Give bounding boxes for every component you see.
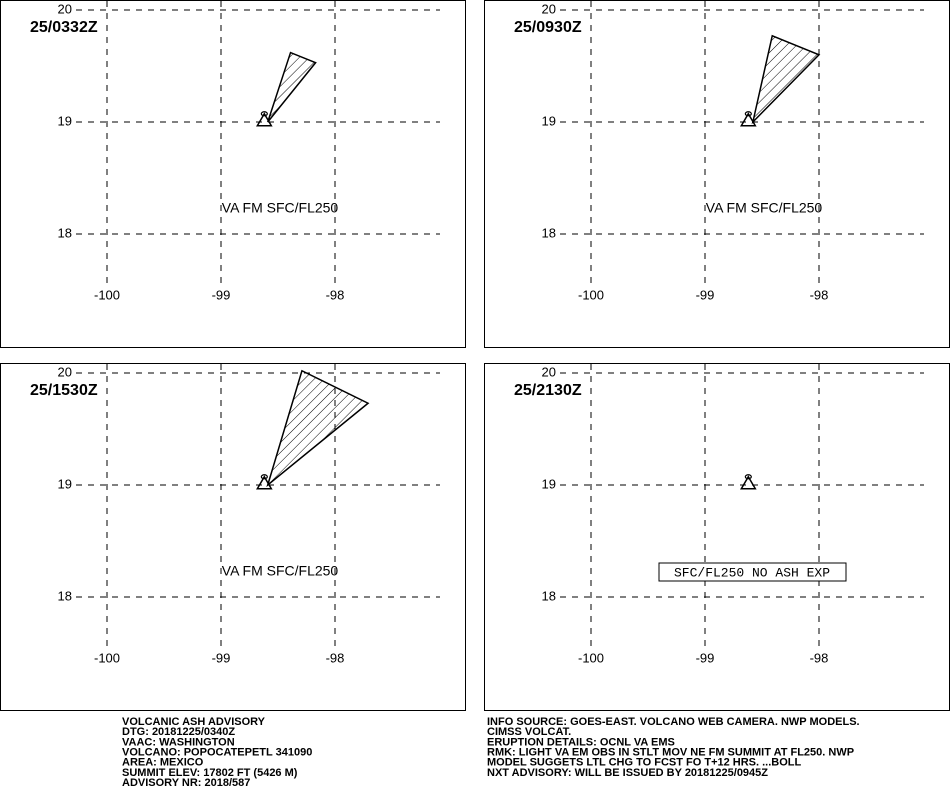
- lon-tick-label: -100: [94, 650, 120, 665]
- lat-tick-label: 19: [542, 113, 556, 128]
- panel-frame: [484, 363, 950, 711]
- volcano-crater: [260, 474, 268, 480]
- lat-tick-label: 18: [542, 225, 556, 240]
- valid-time: 25/0930Z: [514, 19, 582, 36]
- annotation: VA FM SFC/FL250: [706, 200, 823, 216]
- lon-tick-label: -98: [326, 650, 345, 665]
- volcano-symbol: [740, 475, 757, 490]
- advisory-line: DTG: 20181225/0340Z: [122, 726, 235, 738]
- lat-tick-label: 19: [58, 476, 72, 491]
- advisory-line: VOLCANIC ASH ADVISORY: [122, 716, 266, 728]
- lon-tick-label: -100: [94, 287, 120, 302]
- lat-tick-label: 18: [542, 588, 556, 603]
- ash-polygon: [267, 51, 317, 123]
- lat-tick-label: 20: [58, 364, 72, 379]
- advisory-line: NXT ADVISORY: WILL BE ISSUED BY 20181225…: [487, 767, 768, 779]
- panel-frame: [0, 0, 466, 348]
- valid-time: 25/0332Z: [30, 19, 98, 36]
- volcano-crater: [744, 474, 752, 480]
- lat-tick-label: 20: [542, 364, 556, 379]
- annotation-box: [658, 562, 847, 582]
- ash-polygon: [751, 34, 821, 125]
- advisory-line: ADVISORY NR: 2018/587: [122, 777, 250, 789]
- volcano-symbol: [256, 475, 273, 490]
- lon-tick-label: -100: [578, 287, 604, 302]
- valid-time: 25/1530Z: [30, 382, 98, 399]
- advisory-line: VAAC: WASHINGTON: [122, 736, 235, 748]
- annotation: SFC/FL250 NO ASH EXP: [674, 565, 830, 580]
- lat-tick-label: 18: [58, 225, 72, 240]
- valid-time: 25/2130Z: [514, 382, 582, 399]
- lon-tick-label: -98: [326, 287, 345, 302]
- lat-tick-label: 20: [58, 1, 72, 16]
- advisory-line: MODEL SUGGETS LTL CHG TO FCST FO T+12 HR…: [487, 757, 802, 769]
- lon-tick-label: -98: [810, 287, 829, 302]
- advisory-line: VOLCANO: POPOCATEPETL 341090: [122, 747, 312, 759]
- advisory-line: RMK: LIGHT VA EM OBS IN STLT MOV NE FM S…: [487, 747, 854, 759]
- annotation: VA FM SFC/FL250: [222, 563, 339, 579]
- lat-tick-label: 18: [58, 588, 72, 603]
- annotation: VA FM SFC/FL250: [222, 200, 339, 216]
- lon-tick-label: -99: [212, 650, 231, 665]
- lat-tick-label: 20: [542, 1, 556, 16]
- lon-tick-label: -98: [810, 650, 829, 665]
- lon-tick-label: -99: [696, 287, 715, 302]
- advisory-line: AREA: MEXICO: [122, 757, 204, 769]
- panel-frame: [484, 0, 950, 348]
- lon-tick-label: -100: [578, 650, 604, 665]
- volcano-crater: [744, 111, 752, 117]
- panel-frame: [0, 363, 466, 711]
- volcano-crater: [260, 111, 268, 117]
- lon-tick-label: -99: [212, 287, 231, 302]
- advisory-line: INFO SOURCE: GOES-EAST. VOLCANO WEB CAME…: [487, 716, 860, 728]
- ash-polygon: [266, 369, 370, 488]
- volcano-symbol: [256, 112, 273, 127]
- advisory-line: ERUPTION DETAILS: OCNL VA EMS: [487, 736, 675, 748]
- advisory-line: SUMMIT ELEV: 17802 FT (5426 M): [122, 767, 298, 779]
- advisory-line: CIMSS VOLCAT.: [487, 726, 571, 738]
- lat-tick-label: 19: [58, 113, 72, 128]
- volcano-symbol: [740, 112, 757, 127]
- lon-tick-label: -99: [696, 650, 715, 665]
- lat-tick-label: 19: [542, 476, 556, 491]
